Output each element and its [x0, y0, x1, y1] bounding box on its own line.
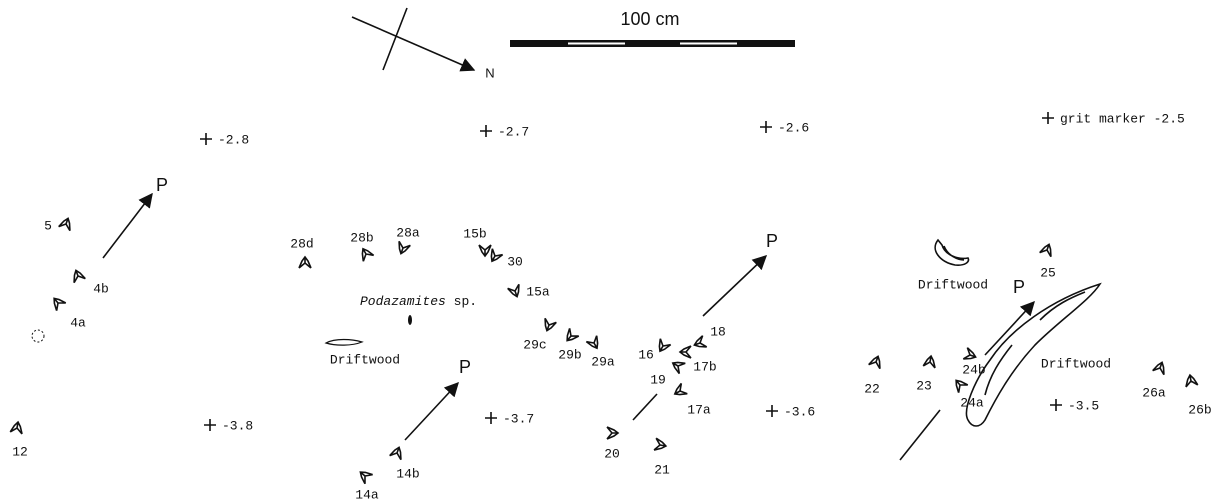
marker-cross: [766, 405, 778, 417]
elevation-label: -3.7: [503, 411, 534, 426]
elevation-label: -3.5: [1068, 398, 1099, 413]
footprint: [963, 348, 977, 363]
footprint-label: 4a: [70, 315, 86, 330]
arrow-label: P: [156, 175, 168, 195]
footprint-label: 4b: [93, 281, 109, 296]
arrow-label: P: [459, 357, 471, 377]
footprint: [607, 427, 618, 439]
plant-label: Podazamites sp.: [360, 294, 477, 309]
trackway-map: N 100 cm P P P P Driftwood Driftwood Dri…: [0, 0, 1225, 504]
footprint-label: 17b: [693, 359, 716, 374]
driftwood-label: Driftwood: [330, 352, 400, 367]
footprint-label: 22: [864, 381, 880, 396]
marker-cross: [200, 133, 212, 145]
scale-bar: [510, 40, 795, 47]
marker-cross: [204, 419, 216, 431]
footprint: [479, 245, 491, 256]
footprint-label: 5: [44, 218, 52, 233]
arrow-label: P: [766, 231, 778, 251]
footprint: [395, 241, 410, 255]
footprint-label: 29b: [558, 347, 581, 362]
footprint-label: 16: [638, 347, 654, 362]
footprint: [952, 377, 968, 393]
direction-arrow: [103, 194, 152, 258]
driftwood-shape: [326, 340, 362, 346]
elevation-label: -2.8: [218, 132, 249, 147]
footprint: [1184, 374, 1198, 387]
elevation-label: -3.6: [784, 404, 815, 419]
footprint: [390, 445, 405, 459]
footprint: [1040, 242, 1055, 256]
footprint-label: 26b: [1188, 402, 1211, 417]
footprint: [654, 438, 667, 452]
marker-cross: [485, 412, 497, 424]
footprint-label: 24a: [960, 395, 984, 410]
marker-cross: [480, 125, 492, 137]
footprint-label: 30: [507, 254, 523, 269]
elevation-label: grit marker -2.5: [1060, 111, 1185, 126]
footprint-label: 26a: [1142, 385, 1166, 400]
footprint: [299, 257, 311, 268]
footprint-label: 29c: [523, 337, 546, 352]
driftwood-shape: [935, 240, 968, 265]
footprint-label: 29a: [591, 354, 615, 369]
footprint: [670, 358, 686, 374]
footprint-label: 14b: [396, 466, 419, 481]
footprint-label: 23: [916, 378, 932, 393]
footprint: [358, 246, 374, 262]
footprint: [869, 354, 884, 368]
footprint-label: 17a: [687, 402, 711, 417]
footprint-label: 18: [710, 324, 726, 339]
scale-label: 100 cm: [620, 9, 679, 29]
marker-cross: [1042, 112, 1054, 124]
footprint: [586, 336, 602, 352]
footprint-label: 28b: [350, 230, 373, 245]
elevation-label: -2.7: [498, 124, 529, 139]
footprint: [655, 339, 671, 355]
driftwood-label: Driftwood: [918, 277, 988, 292]
footprint: [59, 216, 74, 230]
direction-arrow: [405, 383, 458, 440]
plant-rank: sp.: [454, 294, 477, 309]
footprint-label: 12: [12, 444, 28, 459]
footprint-label: 15a: [526, 284, 550, 299]
footprint-label: 20: [604, 446, 620, 461]
footprint-label: 19: [650, 372, 666, 387]
direction-line: [900, 410, 940, 460]
direction-line: [633, 394, 657, 420]
footprint: [508, 284, 523, 298]
driftwood-label: Driftwood: [1041, 356, 1111, 371]
plant-genus: Podazamites: [360, 294, 446, 309]
footprint-label: 24b: [962, 362, 985, 377]
footprint-label: 28a: [396, 225, 420, 240]
footprint: [50, 295, 66, 311]
footprint: [1153, 360, 1168, 374]
elevation-label: -2.6: [778, 120, 809, 135]
footprint: [680, 346, 691, 358]
footprint: [357, 468, 373, 484]
elevation-label: -3.8: [222, 418, 253, 433]
marker-cross: [760, 121, 772, 133]
footprint: [563, 328, 579, 344]
footprint: [541, 318, 556, 332]
direction-arrow: [703, 256, 766, 316]
scale-segment: [680, 43, 737, 45]
footprint: [923, 355, 937, 368]
plant-fragment: [408, 315, 412, 325]
footprint-label: 25: [1040, 265, 1056, 280]
north-arrow: [352, 17, 474, 70]
footprint-label: 15b: [463, 226, 486, 241]
footprint-label: 21: [654, 462, 670, 477]
footprint: [672, 383, 688, 399]
arrow-label: P: [1013, 277, 1025, 297]
scale-segment: [568, 43, 625, 45]
footprint-label: 14a: [355, 487, 379, 502]
footprint-label: 28d: [290, 236, 313, 251]
footprint: [70, 268, 85, 282]
footprint: [10, 421, 24, 434]
marker-cross: [1050, 399, 1062, 411]
north-label: N: [485, 65, 494, 80]
faint-print: [32, 330, 44, 342]
footprint: [692, 336, 706, 351]
